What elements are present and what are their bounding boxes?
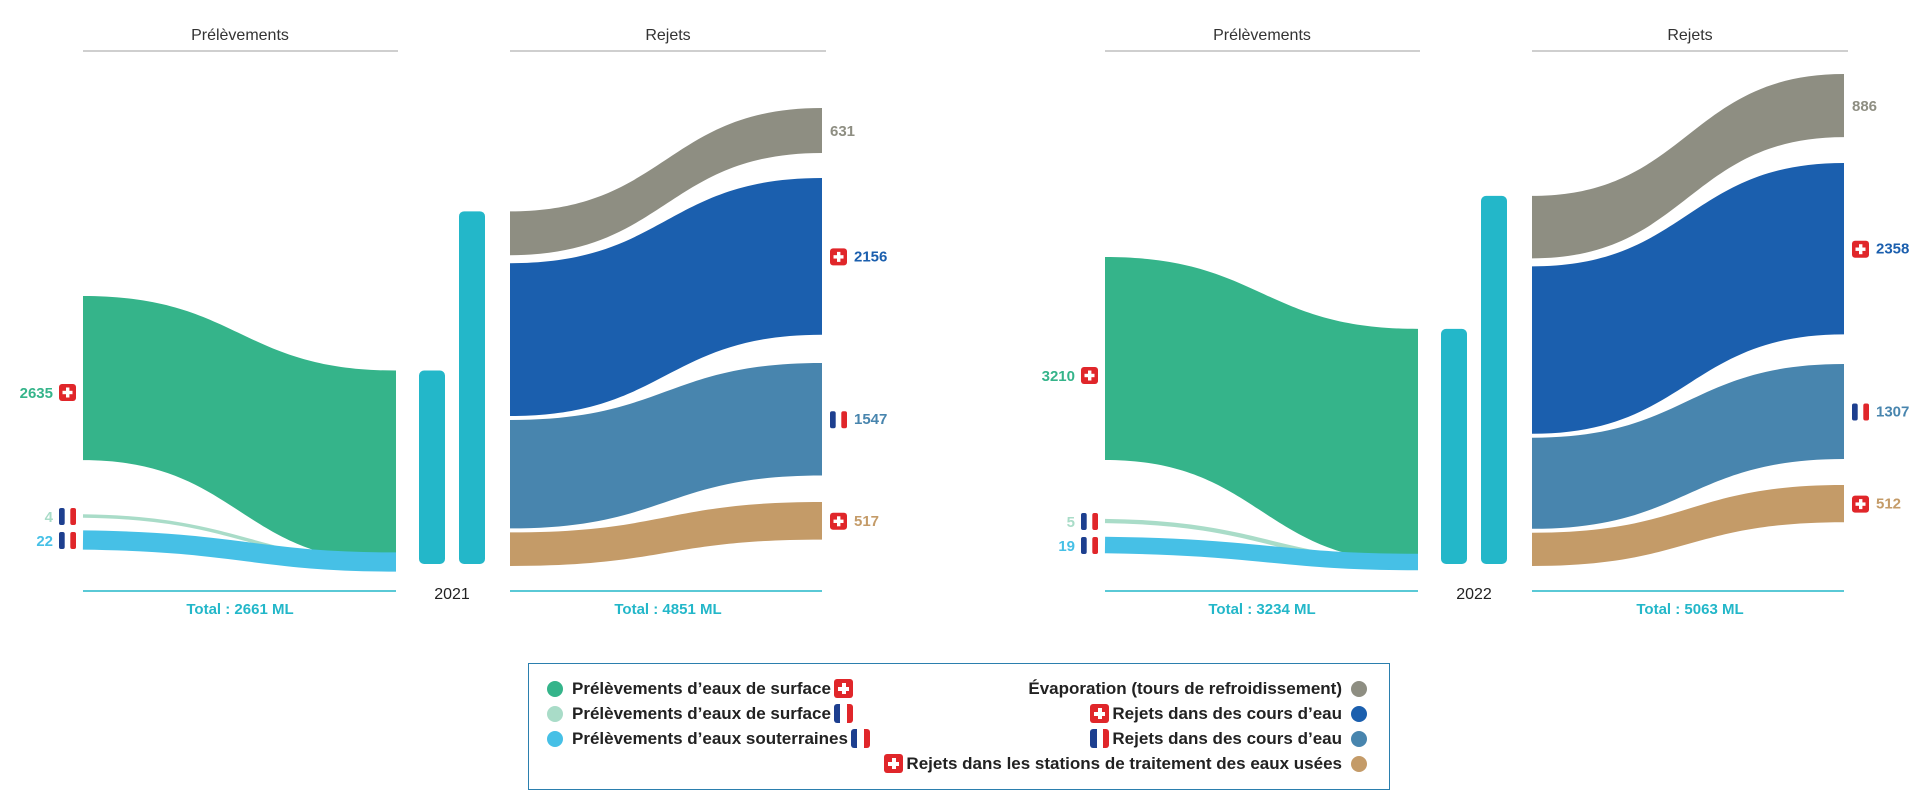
french-flag-icon [59, 508, 76, 525]
french-flag-icon [59, 532, 76, 549]
legend-swatch [1351, 730, 1367, 747]
output-value: 1547 [854, 411, 887, 428]
right-header: Rejets [645, 27, 690, 44]
year-label: 2021 [434, 586, 470, 603]
legend-item: Prélèvements d’eaux de surface [547, 701, 873, 726]
source-value: 19 [1058, 538, 1075, 555]
swiss-flag-icon [1852, 495, 1869, 513]
right-header: Rejets [1667, 27, 1712, 44]
french-flag-icon [850, 729, 870, 748]
output-flow [1532, 163, 1844, 434]
swiss-flag-icon [1852, 240, 1869, 258]
legend-right-column: Évaporation (tours de refroidissement) Re… [881, 676, 1367, 776]
swiss-flag-icon [1081, 367, 1098, 384]
output-flow [510, 363, 822, 529]
legend-swatch [547, 705, 563, 722]
year-label: 2022 [1456, 586, 1492, 603]
legend-item: Prélèvements d’eaux de surface [547, 676, 873, 701]
source-value: 3210 [1042, 368, 1075, 385]
legend: Prélèvements d’eaux de surface Prélèvemen… [528, 663, 1390, 790]
legend-item: Rejets dans des cours d’eau [881, 726, 1367, 751]
output-flow [510, 178, 822, 416]
legend-swatch [1351, 755, 1367, 772]
source-flow [1104, 536, 1419, 571]
legend-item: Rejets dans des cours d’eau [881, 701, 1367, 726]
french-flag-icon [1852, 403, 1869, 421]
french-flag-icon [830, 411, 847, 429]
legend-item: Rejets dans les stations de traitement d… [881, 751, 1367, 776]
legend-label: Évaporation (tours de refroidissement) [1028, 678, 1342, 698]
source-value: 4 [45, 509, 54, 526]
sankey-2021: Prélèvements Rejets 2635 4 22 631 2156 1547 517 T… [20, 27, 888, 618]
output-value: 2156 [854, 248, 887, 265]
legend-label: Prélèvements d’eaux souterraines [572, 728, 848, 748]
inflow-bar [419, 370, 445, 564]
legend-item: Évaporation (tours de refroidissement) [881, 676, 1367, 701]
legend-label: Rejets dans des cours d’eau [1112, 728, 1342, 748]
legend-label: Rejets dans les stations de traitement d… [906, 753, 1342, 773]
swiss-flag-icon [830, 248, 847, 266]
source-value: 2635 [20, 385, 53, 402]
legend-swatch [1351, 680, 1367, 697]
output-flow [1532, 485, 1844, 566]
legend-left-column: Prélèvements d’eaux de surface Prélèvemen… [547, 676, 873, 751]
legend-label: Prélèvements d’eaux de surface [572, 703, 831, 723]
output-value: 517 [854, 513, 879, 530]
french-flag-icon [1090, 729, 1110, 748]
source-flow [1105, 257, 1418, 563]
source-flow [82, 530, 397, 572]
outflow-bar [1481, 195, 1507, 564]
swiss-flag-icon [1090, 704, 1110, 723]
left-header: Prélèvements [191, 27, 289, 44]
legend-label: Prélèvements d’eaux de surface [572, 678, 831, 698]
output-value: 1307 [1876, 404, 1909, 421]
french-flag-icon [1081, 513, 1098, 530]
output-flow [510, 108, 822, 256]
outflow-bar [459, 211, 485, 564]
output-flow [510, 502, 822, 566]
swiss-flag-icon [830, 512, 847, 530]
source-value: 22 [36, 533, 53, 550]
source-value: 5 [1067, 514, 1075, 531]
output-value: 512 [1876, 496, 1901, 513]
legend-swatch [547, 680, 563, 697]
swiss-flag-icon [833, 679, 853, 698]
legend-swatch [1351, 705, 1367, 722]
output-value: 631 [830, 123, 855, 140]
legend-swatch [547, 730, 563, 747]
output-flow [1532, 74, 1844, 259]
sankey-2022: Prélèvements Rejets 3210 5 19 886 2358 1307 512 T… [1042, 27, 1910, 618]
output-value: 2358 [1876, 241, 1909, 258]
swiss-flag-icon [884, 754, 904, 773]
right-total: Total : 4851 ML [614, 601, 721, 618]
source-flow [83, 296, 396, 563]
inflow-bar [1441, 328, 1467, 564]
left-total: Total : 2661 ML [186, 601, 293, 618]
french-flag-icon [833, 704, 853, 723]
legend-label: Rejets dans des cours d’eau [1112, 703, 1342, 723]
swiss-flag-icon [59, 384, 76, 401]
left-total: Total : 3234 ML [1208, 601, 1315, 618]
french-flag-icon [1081, 537, 1098, 554]
output-value: 886 [1852, 98, 1877, 115]
right-total: Total : 5063 ML [1636, 601, 1743, 618]
left-header: Prélèvements [1213, 27, 1311, 44]
output-flow [1532, 364, 1844, 529]
legend-item: Prélèvements d’eaux souterraines [547, 726, 873, 751]
